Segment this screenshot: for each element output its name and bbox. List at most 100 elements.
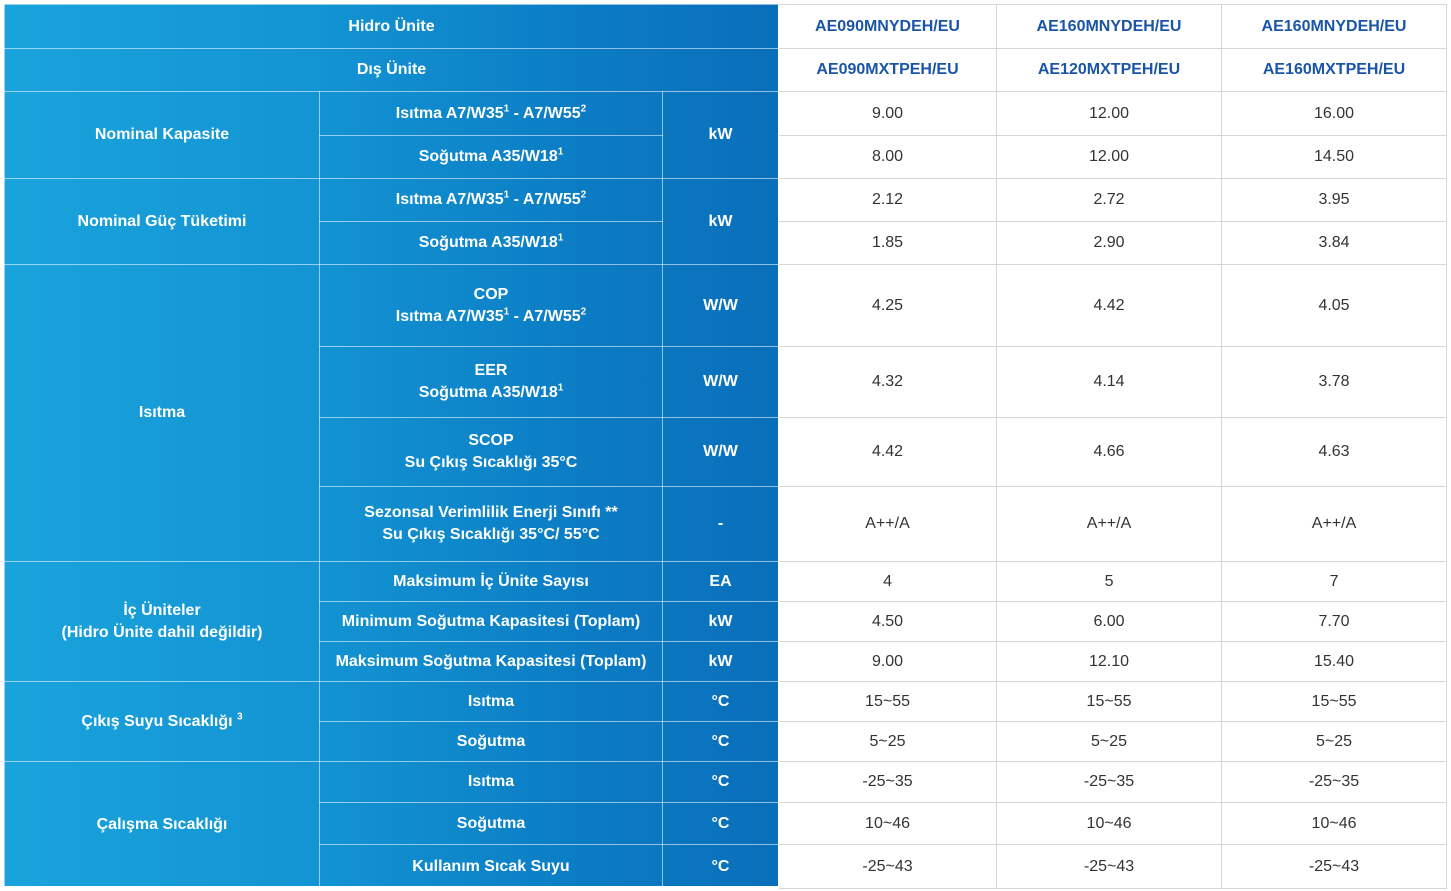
hydro-unit-label: Hidro Ünite	[3, 4, 780, 49]
row-label-outlet-cooling: Soğutma	[319, 721, 663, 762]
header-row-outdoor: Dış Ünite AE090MXTPEH/EU AE120MXTPEH/EU …	[3, 48, 1448, 92]
row-label-op-heating: Isıtma	[319, 761, 663, 803]
value-cell: 5~25	[778, 721, 998, 762]
table-row: Soğutma A35/W181 1.85 2.90 3.84	[5, 221, 1448, 265]
row-label-scop: SCOP Su Çıkış Sıcaklığı 35°C	[319, 417, 663, 487]
value-cell: 4.42	[996, 264, 1223, 347]
table-row: Kullanım Sıcak Suyu °C -25~43 -25~43 -25…	[5, 844, 1448, 889]
unit-cell: kW	[661, 178, 780, 265]
unit-cell: °C	[661, 802, 780, 845]
outdoor-model-3: AE160MXTPEH/EU	[1221, 48, 1448, 92]
hydro-model-3: AE160MNYDEH/EU	[1221, 4, 1448, 49]
outdoor-unit-label: Dış Ünite	[3, 48, 780, 92]
unit-cell: kW	[661, 641, 780, 682]
row-label-max-cool-cap: Maksimum Soğutma Kapasitesi (Toplam)	[319, 641, 663, 682]
unit-cell: °C	[661, 681, 780, 722]
header-row-hydro: Hidro Ünite AE090MNYDEH/EU AE160MNYDEH/E…	[3, 4, 1448, 49]
unit-cell: W/W	[661, 264, 780, 347]
row-label-heating-cap: Isıtma A7/W351 - A7/W552	[319, 91, 663, 136]
value-cell: A++/A	[1221, 486, 1448, 562]
value-cell: 4.50	[778, 601, 998, 642]
group-heating: Isıtma	[4, 264, 320, 562]
table-row: Isıtma COP Isıtma A7/W351 - A7/W552 W/W …	[4, 264, 1448, 562]
value-cell: 12.00	[996, 135, 1223, 179]
row-label-op-dhw: Kullanım Sıcak Suyu	[319, 844, 663, 889]
value-cell: -25~35	[1221, 761, 1448, 803]
table-row: Soğutma °C 5~25 5~25 5~25	[5, 721, 1448, 762]
row-label-cooling-cap: Soğutma A35/W181	[319, 135, 663, 179]
unit-cell: W/W	[661, 346, 780, 418]
hydro-model-1: AE090MNYDEH/EU	[778, 4, 998, 49]
value-cell: 5~25	[1221, 721, 1448, 762]
value-cell: 4	[778, 561, 998, 602]
value-cell: 4.05	[1221, 264, 1448, 347]
value-cell: 4.66	[996, 417, 1223, 487]
value-cell: 10~46	[996, 802, 1223, 845]
value-cell: 9.00	[778, 641, 998, 682]
value-cell: 4.25	[778, 264, 998, 347]
value-cell: 4.32	[778, 346, 998, 418]
value-cell: -25~35	[996, 761, 1223, 803]
value-cell: 15~55	[778, 681, 998, 722]
row-label-outlet-heating: Isıtma	[319, 681, 663, 722]
spec-table: Hidro Ünite AE090MNYDEH/EU AE160MNYDEH/E…	[3, 4, 1448, 889]
value-cell: 3.84	[1221, 221, 1448, 265]
value-cell: 2.72	[996, 178, 1223, 222]
outdoor-model-1: AE090MXTPEH/EU	[778, 48, 998, 92]
value-cell: 7	[1221, 561, 1448, 602]
value-cell: 15~55	[996, 681, 1223, 722]
group-nominal-power: Nominal Güç Tüketimi	[4, 178, 320, 265]
value-cell: 3.78	[1221, 346, 1448, 418]
unit-cell: kW	[661, 601, 780, 642]
hydro-model-2: AE160MNYDEH/EU	[996, 4, 1223, 49]
unit-cell: °C	[661, 761, 780, 803]
value-cell: 10~46	[778, 802, 998, 845]
row-label-cooling-power: Soğutma A35/W181	[319, 221, 663, 265]
unit-cell: °C	[661, 721, 780, 762]
value-cell: 15.40	[1221, 641, 1448, 682]
value-cell: A++/A	[996, 486, 1223, 562]
value-cell: 16.00	[1221, 91, 1448, 136]
value-cell: 4.63	[1221, 417, 1448, 487]
value-cell: -25~43	[996, 844, 1223, 889]
value-cell: -25~43	[1221, 844, 1448, 889]
value-cell: 5	[996, 561, 1223, 602]
value-cell: 7.70	[1221, 601, 1448, 642]
group-nominal-capacity: Nominal Kapasite	[4, 91, 320, 179]
value-cell: 2.90	[996, 221, 1223, 265]
group-operating-temp: Çalışma Sıcaklığı	[4, 761, 320, 889]
row-label-eer: EER Soğutma A35/W181	[319, 346, 663, 418]
value-cell: 4.42	[778, 417, 998, 487]
value-cell: 2.12	[778, 178, 998, 222]
value-cell: 14.50	[1221, 135, 1448, 179]
table-row: Çıkış Suyu Sıcaklığı 3 Isıtma °C 15~55 1…	[4, 681, 1448, 762]
row-label-op-cooling: Soğutma	[319, 802, 663, 845]
spec-table-container: Hidro Ünite AE090MNYDEH/EU AE160MNYDEH/E…	[3, 4, 1448, 889]
value-cell: 4.14	[996, 346, 1223, 418]
unit-cell: W/W	[661, 417, 780, 487]
table-row: Soğutma °C 10~46 10~46 10~46	[5, 802, 1448, 845]
value-cell: 9.00	[778, 91, 998, 136]
table-row: Sezonsal Verimlilik Enerji Sınıfı ** Su …	[5, 486, 1448, 562]
value-cell: 3.95	[1221, 178, 1448, 222]
table-row: İç Üniteler (Hidro Ünite dahil değildir)…	[4, 561, 1448, 682]
value-cell: -25~43	[778, 844, 998, 889]
value-cell: -25~35	[778, 761, 998, 803]
outdoor-model-2: AE120MXTPEH/EU	[996, 48, 1223, 92]
unit-cell: -	[661, 486, 780, 562]
unit-cell: kW	[661, 91, 780, 179]
unit-cell: EA	[661, 561, 780, 602]
unit-cell: °C	[661, 844, 780, 889]
row-label-seasonal: Sezonsal Verimlilik Enerji Sınıfı ** Su …	[319, 486, 663, 562]
row-label-min-cool-cap: Minimum Soğutma Kapasitesi (Toplam)	[319, 601, 663, 642]
group-indoor-units: İç Üniteler (Hidro Ünite dahil değildir)	[4, 561, 320, 682]
table-row: Maksimum Soğutma Kapasitesi (Toplam) kW …	[5, 641, 1448, 682]
value-cell: 12.10	[996, 641, 1223, 682]
value-cell: 8.00	[778, 135, 998, 179]
table-row: Nominal Kapasite Isıtma A7/W351 - A7/W55…	[4, 91, 1448, 179]
value-cell: 15~55	[1221, 681, 1448, 722]
table-row: Çalışma Sıcaklığı Isıtma °C -25~35 -25~3…	[4, 761, 1448, 889]
value-cell: A++/A	[778, 486, 998, 562]
value-cell: 6.00	[996, 601, 1223, 642]
table-row: Nominal Güç Tüketimi Isıtma A7/W351 - A7…	[4, 178, 1448, 265]
